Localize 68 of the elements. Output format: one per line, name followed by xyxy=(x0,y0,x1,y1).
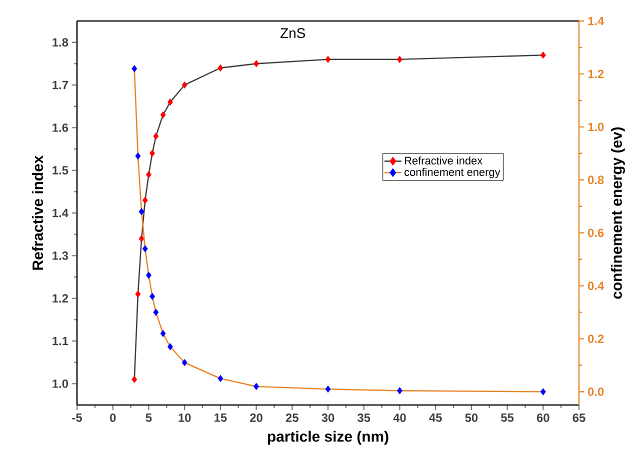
x-tick-label: 25 xyxy=(286,414,298,422)
x-tick-label: 30 xyxy=(322,414,334,422)
legend-label: Refractive index xyxy=(404,156,482,165)
y2-tick-label: 0.6 xyxy=(588,228,604,238)
point xyxy=(182,81,188,89)
point xyxy=(142,245,148,252)
point xyxy=(142,196,148,204)
y2-tick-label: 0.8 xyxy=(588,176,604,184)
point xyxy=(325,56,331,63)
point xyxy=(160,111,166,118)
x-tick-label: 5 xyxy=(146,414,152,422)
point xyxy=(160,330,166,338)
point xyxy=(150,150,156,157)
point xyxy=(254,60,260,68)
x-tick-label: 50 xyxy=(465,414,478,422)
point xyxy=(218,374,224,382)
x-tick-label: 60 xyxy=(536,414,550,422)
x-tick-label: 55 xyxy=(501,414,514,422)
point xyxy=(153,132,159,140)
y2-tick-label: 1.4 xyxy=(588,16,604,26)
y-tick-label: 1.8 xyxy=(52,38,68,47)
point xyxy=(153,308,159,316)
y-tick-label: 1.5 xyxy=(52,166,68,174)
y2-axis-title: confinement energy (ev) xyxy=(610,127,625,299)
point xyxy=(146,171,152,178)
y-tick-label: 1.3 xyxy=(52,251,68,260)
point xyxy=(540,388,546,396)
y2-tick-label: 1.0 xyxy=(588,122,604,132)
legend-label: confinement energy xyxy=(404,168,500,178)
point xyxy=(150,292,156,300)
chart-title: ZnS xyxy=(280,28,306,38)
x-tick-label: -5 xyxy=(72,414,82,422)
y2-tick-label: 0.0 xyxy=(588,388,604,396)
point xyxy=(182,359,188,366)
x-tick-label: 20 xyxy=(250,414,262,422)
y-tick-label: 1.1 xyxy=(52,336,68,346)
x-tick-label: 35 xyxy=(357,414,370,422)
x-axis-title: particle size (nm) xyxy=(268,430,388,445)
y-tick-label: 1.7 xyxy=(52,80,68,90)
x-tick-label: 65 xyxy=(572,414,586,422)
point xyxy=(396,56,402,63)
point xyxy=(138,208,144,216)
point xyxy=(396,387,402,394)
point xyxy=(138,235,144,242)
y-tick-label: 1.6 xyxy=(52,123,68,132)
point xyxy=(135,290,141,298)
point xyxy=(167,343,173,350)
point xyxy=(325,386,331,393)
y-tick-label: 1.2 xyxy=(52,294,68,303)
point xyxy=(540,52,546,59)
point xyxy=(132,376,138,383)
x-tick-label: 40 xyxy=(393,414,406,422)
point xyxy=(135,152,141,160)
x-tick-label: 15 xyxy=(214,414,227,422)
y2-tick-label: 0.2 xyxy=(588,334,604,344)
point xyxy=(167,98,173,106)
y-axis-title: Refractive index xyxy=(32,155,44,270)
y2-tick-label: 0.4 xyxy=(588,282,604,290)
point xyxy=(146,272,152,279)
point xyxy=(218,64,224,72)
x-tick-label: 0 xyxy=(110,414,116,422)
point xyxy=(132,65,138,72)
point xyxy=(254,382,260,390)
y-tick-label: 1.0 xyxy=(52,379,68,388)
y-tick-label: 1.4 xyxy=(52,208,68,218)
x-tick-label: 45 xyxy=(429,414,442,422)
x-tick-label: 10 xyxy=(178,414,191,422)
y2-tick-label: 1.2 xyxy=(588,70,604,78)
